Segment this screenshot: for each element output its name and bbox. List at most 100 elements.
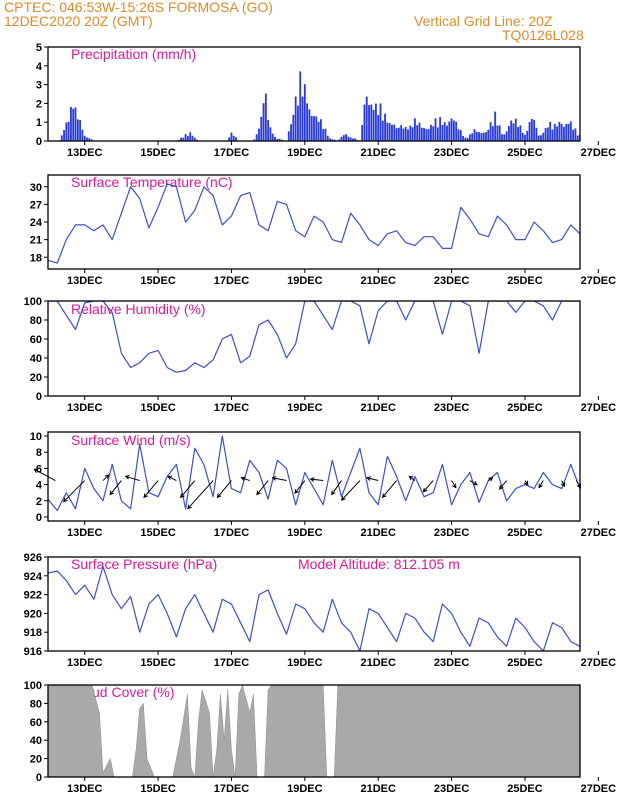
wind-x-tick-label: 19DEC — [287, 527, 323, 539]
wind-vector — [125, 475, 140, 482]
precipitation-bar — [70, 106, 72, 141]
precipitation-x-tick-label: 27DEC — [581, 147, 617, 159]
precipitation-bar — [193, 137, 196, 141]
precipitation-bar — [274, 136, 276, 141]
precipitation-bar — [448, 121, 451, 141]
wind-vector — [423, 480, 434, 493]
precipitation-bar — [521, 132, 524, 141]
cloud-cover-x-tick-label: 13DEC — [67, 783, 103, 795]
wind-vector-head — [104, 474, 110, 479]
temperature-x-tick-label: 23DEC — [434, 275, 470, 287]
precipitation-bar — [475, 131, 478, 141]
wind-vector — [180, 480, 196, 498]
cloud-cover-x-tick-label: 23DEC — [434, 783, 470, 795]
wind-vector — [538, 480, 544, 488]
cloud-cover-x-tick-label: 15DEC — [140, 783, 176, 795]
precipitation-bar — [517, 127, 520, 141]
pressure-x-tick-label: 23DEC — [434, 657, 470, 669]
wind-vector — [63, 480, 86, 502]
humidity-y-tick-label: 100 — [24, 296, 42, 308]
precipitation-bar — [182, 137, 185, 141]
precipitation-bar — [446, 125, 448, 141]
precipitation-bar — [480, 133, 483, 141]
precipitation-bar — [407, 129, 409, 141]
precipitation-bar — [393, 124, 396, 141]
precipitation-bar — [512, 123, 515, 141]
precipitation-bar — [501, 134, 503, 141]
wind-vector-head — [143, 493, 148, 499]
precipitation-bar — [326, 135, 329, 141]
humidity-y-tick-label: 60 — [30, 334, 42, 346]
precipitation-bar — [191, 135, 194, 141]
wind-x-tick-label: 15DEC — [140, 527, 176, 539]
precipitation-bar — [287, 131, 290, 141]
wind-y-tick-label: 10 — [30, 431, 42, 443]
precipitation-bar — [443, 122, 446, 141]
precipitation-bar — [186, 136, 189, 141]
precipitation-bar — [297, 105, 299, 141]
precipitation-bar — [574, 128, 577, 141]
precipitation-bar — [505, 131, 508, 141]
wind-vector — [294, 480, 306, 494]
wind-vector — [382, 480, 397, 498]
cloud-cover-area — [48, 685, 580, 777]
humidity-frame — [47, 300, 581, 397]
precipitation-bar — [292, 114, 295, 141]
pressure-x-tick-label: 27DEC — [581, 657, 617, 669]
precipitation-bar — [313, 116, 315, 141]
wind-vector — [499, 480, 508, 490]
precipitation-y-tick-label: 3 — [36, 80, 42, 92]
humidity-x-tick-label: 15DEC — [140, 402, 176, 414]
precipitation-bar — [432, 126, 435, 141]
precipitation-bar — [400, 125, 403, 141]
wind-vector — [341, 480, 361, 501]
wind-vector-head — [452, 483, 457, 489]
temperature-x-tick-label: 27DEC — [581, 275, 617, 287]
precipitation-bar — [352, 138, 354, 141]
precipitation-bar — [86, 137, 88, 141]
precipitation-bar — [340, 136, 343, 141]
cloud-cover-y-tick-label: 20 — [30, 754, 42, 766]
precipitation-bar — [457, 129, 460, 141]
header-model-id: TQ0126L028 — [502, 27, 584, 43]
precipitation-bar — [478, 132, 481, 141]
wind-vector — [217, 480, 232, 498]
temperature-title: Surface Temperature (nC) — [71, 174, 233, 190]
temperature-y-tick-label: 24 — [30, 217, 43, 229]
humidity-x-tick-label: 13DEC — [67, 402, 103, 414]
cloud-cover-y-tick-label: 0 — [36, 772, 42, 784]
precipitation-bar — [278, 138, 281, 141]
precipitation-bar — [462, 135, 464, 141]
wind-vector — [408, 475, 416, 481]
precipitation-bar — [345, 134, 348, 141]
wind-frame — [47, 431, 581, 522]
wind-vector — [102, 474, 109, 481]
precipitation-bar — [549, 121, 552, 141]
pressure-y-tick-label: 916 — [24, 646, 42, 658]
wind-vector-head — [167, 475, 173, 480]
precipitation-x-tick-label: 19DEC — [287, 147, 323, 159]
wind-vector — [241, 477, 250, 482]
precipitation-bar — [455, 121, 458, 141]
precipitation-bar — [409, 125, 412, 141]
wind-vector-head — [408, 475, 414, 481]
precipitation-x-tick-label: 23DEC — [434, 147, 470, 159]
cloud-cover-title: Cloud Cover (%) — [71, 684, 174, 700]
wind-y-tick-label: 8 — [36, 447, 42, 459]
precipitation-bar — [280, 139, 283, 141]
precipitation-title: Precipitation (mm/h) — [71, 46, 196, 62]
precipitation-bar — [473, 129, 476, 141]
temperature-x-tick-label: 15DEC — [140, 275, 176, 287]
wind-title: Surface Wind (m/s) — [71, 432, 191, 448]
precipitation-bar — [404, 126, 407, 141]
precipitation-bar — [487, 129, 490, 141]
precipitation-bar — [262, 103, 265, 141]
precipitation-bar — [510, 120, 513, 141]
wind-vector — [187, 480, 214, 509]
precipitation-bar — [558, 122, 561, 141]
precipitation-bar — [342, 135, 345, 141]
wind-vector — [272, 477, 287, 482]
pressure-x-tick-label: 25DEC — [507, 657, 543, 669]
humidity-y-tick-label: 0 — [36, 391, 42, 403]
